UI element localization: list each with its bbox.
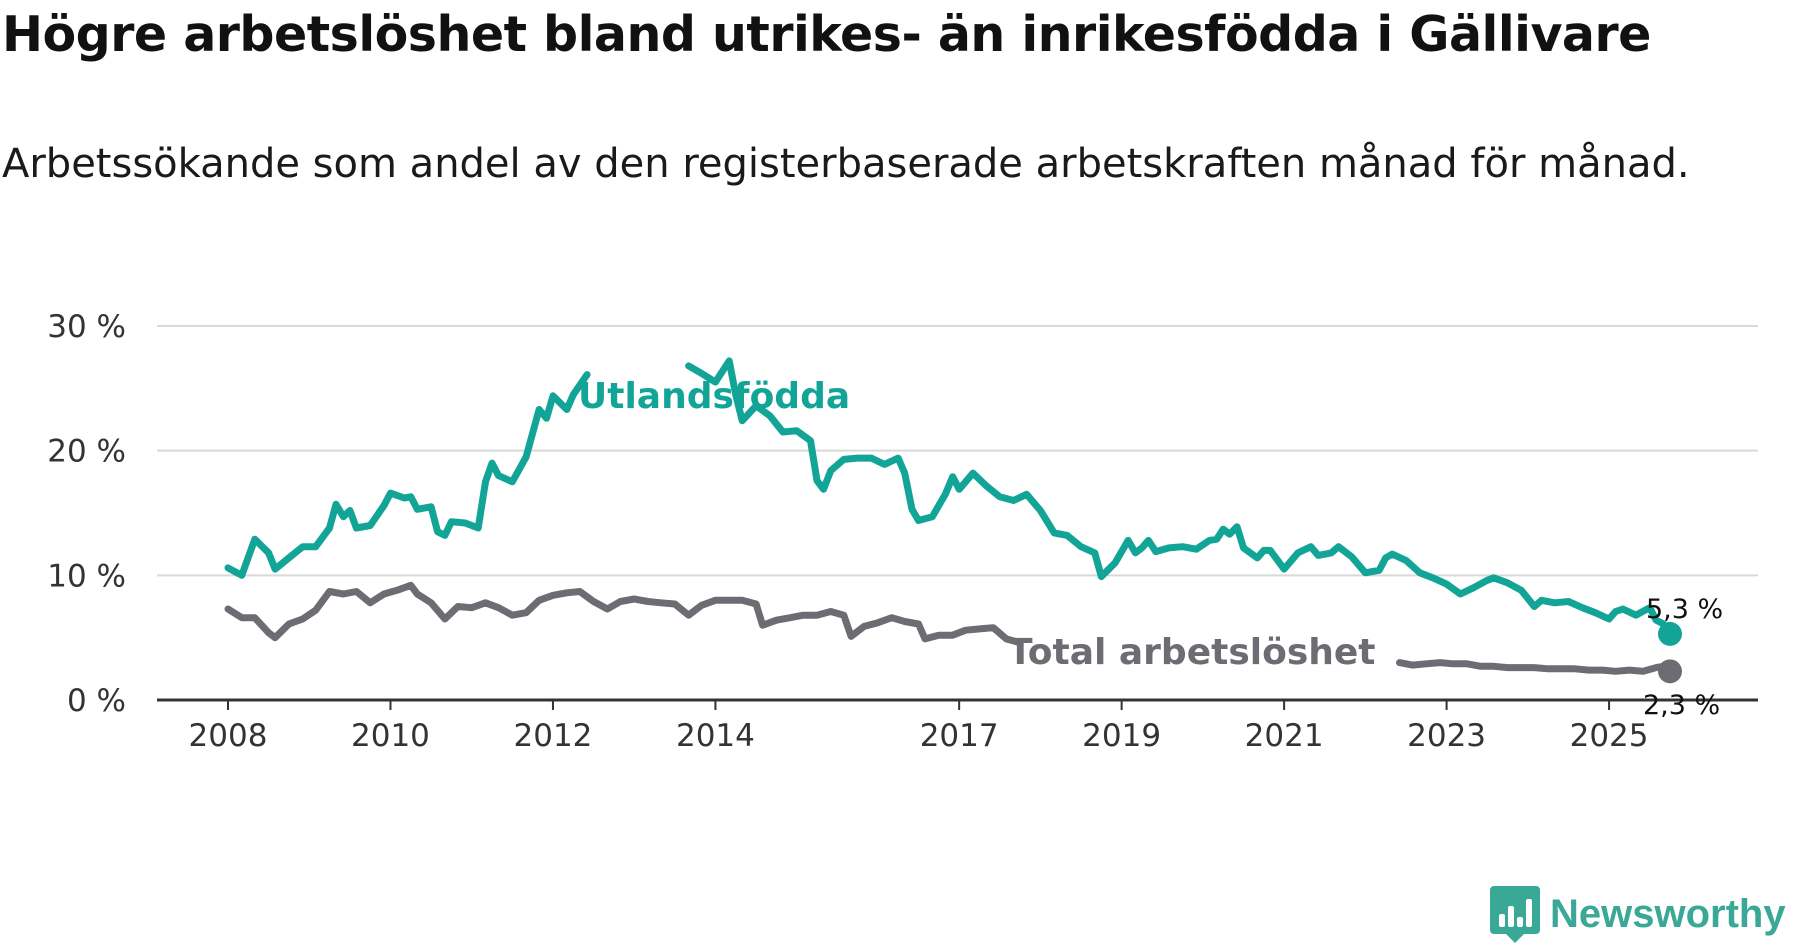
series-label-utlandsfodda: Utlandsfödda (578, 376, 850, 417)
x-axis: 2008 2010 2012 2014 2017 2019 2021 2023 2025 (157, 698, 1758, 754)
x-tick-label-2014: 2014 (676, 718, 755, 754)
x-tick-label-2008: 2008 (189, 718, 268, 754)
series-label-total: Total arbetslöshet (1008, 632, 1376, 673)
end-label-utlandsfodda: 5,3 % (1646, 594, 1723, 625)
series-lines (224, 357, 1682, 684)
chart-title: Högre arbetslöshet bland utrikes- än inr… (2, 6, 1651, 63)
y-tick-label-20: 20 % (47, 434, 126, 470)
newsworthy-logo-text: Newsworthy (1550, 891, 1786, 936)
series-line-utlandsfodda-1 (224, 371, 591, 579)
x-tick-label-2017: 2017 (920, 718, 999, 754)
y-tick-label-10: 10 % (47, 558, 126, 594)
x-tick-label-2012: 2012 (514, 718, 593, 754)
end-label-total: 2,3 % (1643, 690, 1720, 721)
chart-subtitle: Arbetssökande som andel av den registerb… (2, 141, 1690, 187)
series-line-total-arbetsloshet-2 (1396, 659, 1674, 675)
end-dot-total-arbetsloshet (1658, 659, 1682, 684)
x-tick-label-2023: 2023 (1407, 718, 1486, 754)
x-tick-label-2021: 2021 (1245, 718, 1324, 754)
x-tick-label-2019: 2019 (1082, 718, 1161, 754)
grid-lines (157, 325, 1758, 577)
newsworthy-logo-icon (1490, 886, 1540, 943)
x-tick-label-2010: 2010 (351, 718, 430, 754)
series-line-total-arbetsloshet-1 (224, 581, 1024, 647)
x-tick-label-2025: 2025 (1570, 718, 1649, 754)
y-tick-label-0: 0 % (67, 683, 126, 719)
newsworthy-logo: Newsworthy (1490, 884, 1786, 944)
y-axis-ticks: 0 % 10 % 20 % 30 % (47, 309, 126, 719)
series-labels: Utlandsfödda Total arbetslöshet 5,3 % 2,… (578, 376, 1723, 721)
end-dot-utlandsfodda (1658, 621, 1682, 646)
series-line-utlandsfodda-2 (685, 357, 1674, 638)
y-tick-label-30: 30 % (47, 309, 126, 345)
